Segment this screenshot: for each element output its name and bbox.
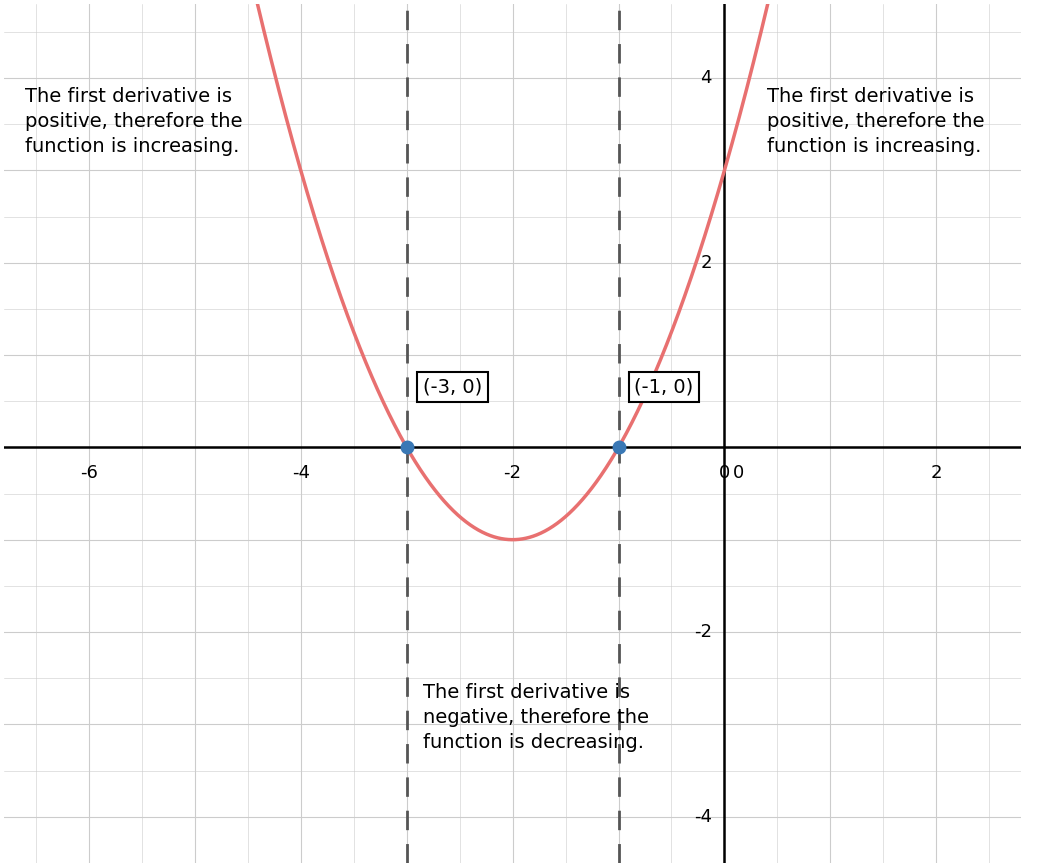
Text: 0: 0: [733, 464, 744, 482]
Text: -4: -4: [693, 808, 712, 825]
Text: The first derivative is
negative, therefore the
function is decreasing.: The first derivative is negative, theref…: [423, 683, 649, 752]
Text: (-1, 0): (-1, 0): [634, 377, 693, 396]
Text: -4: -4: [291, 464, 310, 482]
Text: The first derivative is
positive, therefore the
function is increasing.: The first derivative is positive, theref…: [767, 88, 985, 156]
Text: 2: 2: [931, 464, 942, 482]
Text: -6: -6: [80, 464, 98, 482]
Text: 0: 0: [719, 464, 730, 482]
Text: 4: 4: [701, 69, 712, 87]
Text: (-3, 0): (-3, 0): [423, 377, 482, 396]
Text: 2: 2: [701, 254, 712, 271]
Text: The first derivative is
positive, therefore the
function is increasing.: The first derivative is positive, theref…: [25, 88, 243, 156]
Text: -2: -2: [693, 623, 712, 641]
Text: -2: -2: [504, 464, 522, 482]
